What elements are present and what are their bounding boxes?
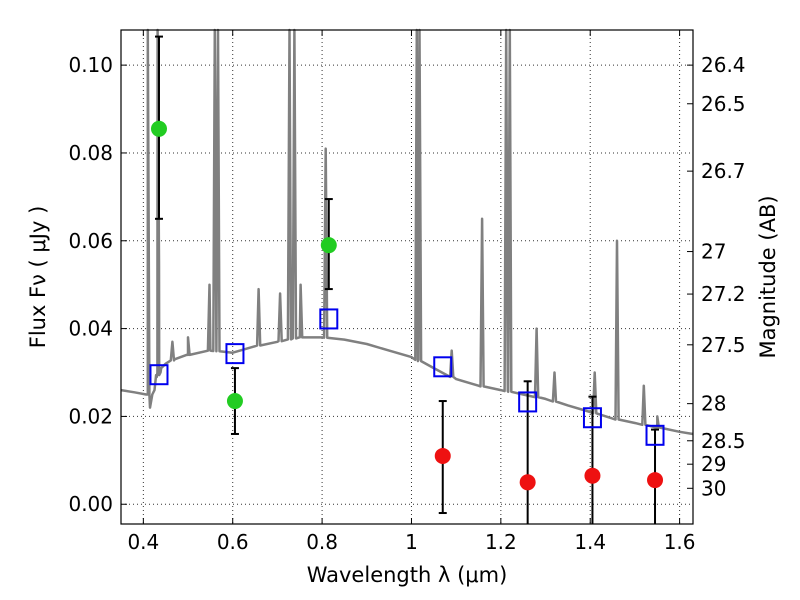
model-photometry-square — [225, 343, 245, 365]
marker-layer — [149, 120, 665, 491]
y-tick-label: 0.06 — [68, 229, 113, 253]
plot-frame — [120, 29, 694, 525]
detection-point — [320, 237, 337, 254]
grid-layer — [121, 30, 693, 524]
y2-tick-label: 27.2 — [701, 282, 746, 306]
y2-tick-label: 26.7 — [701, 159, 746, 183]
y-tick-label: 0.00 — [68, 492, 113, 516]
detection-point — [226, 393, 243, 410]
template-spectrum-line — [120, 28, 694, 436]
y2-tick-label: 27 — [701, 240, 726, 264]
y2-axis-label: Magnitude (AB) — [756, 195, 780, 358]
x-axis-label: Wavelength λ (μm) — [307, 563, 508, 587]
x-tick-label: 1 — [405, 530, 418, 554]
y2-tick-label: 27.5 — [701, 333, 746, 357]
x-tick-label: 0.6 — [217, 530, 249, 554]
model-photometry-square — [149, 364, 169, 386]
y2-tick-label: 28.5 — [701, 429, 746, 453]
model-photometry-square — [645, 424, 665, 446]
detection-point — [150, 120, 167, 137]
y2-tick-label: 29 — [701, 452, 726, 476]
y2-tick-label: 28 — [701, 392, 726, 416]
upper-limit-point — [519, 474, 536, 491]
model-photometry-square — [433, 356, 453, 378]
y-tick-label: 0.10 — [68, 53, 113, 77]
y2-tick-label: 26.5 — [701, 92, 746, 116]
y-tick-label: 0.04 — [68, 317, 113, 341]
x-tick-label: 1.4 — [574, 530, 606, 554]
y2-tick-label: 30 — [701, 476, 726, 500]
y-tick-label: 0.02 — [68, 404, 113, 428]
x-tick-label: 0.8 — [306, 530, 338, 554]
y-axis-label: Flux Fν ( μJy ) — [26, 206, 50, 349]
model-photometry-square — [319, 308, 339, 330]
x-tick-label: 0.4 — [127, 530, 159, 554]
y-tick-label: 0.08 — [68, 141, 113, 165]
upper-limit-point — [647, 472, 664, 489]
x-tick-label: 1.2 — [485, 530, 517, 554]
y2-tick-label: 26.4 — [701, 53, 746, 77]
tick-layer: 0.4 0.6 0.8 1 1.2 1.4 1.6 0.00 0.02 0.04 0.06 0.08 0… — [68, 30, 746, 554]
error-bar-layer — [154, 35, 660, 524]
template-spectrum-layer — [120, 28, 694, 436]
upper-limit-point — [584, 467, 601, 484]
model-photometry-square — [518, 391, 538, 413]
x-tick-label: 1.6 — [664, 530, 696, 554]
model-photometry-square — [582, 407, 602, 429]
upper-limit-point — [434, 447, 451, 464]
